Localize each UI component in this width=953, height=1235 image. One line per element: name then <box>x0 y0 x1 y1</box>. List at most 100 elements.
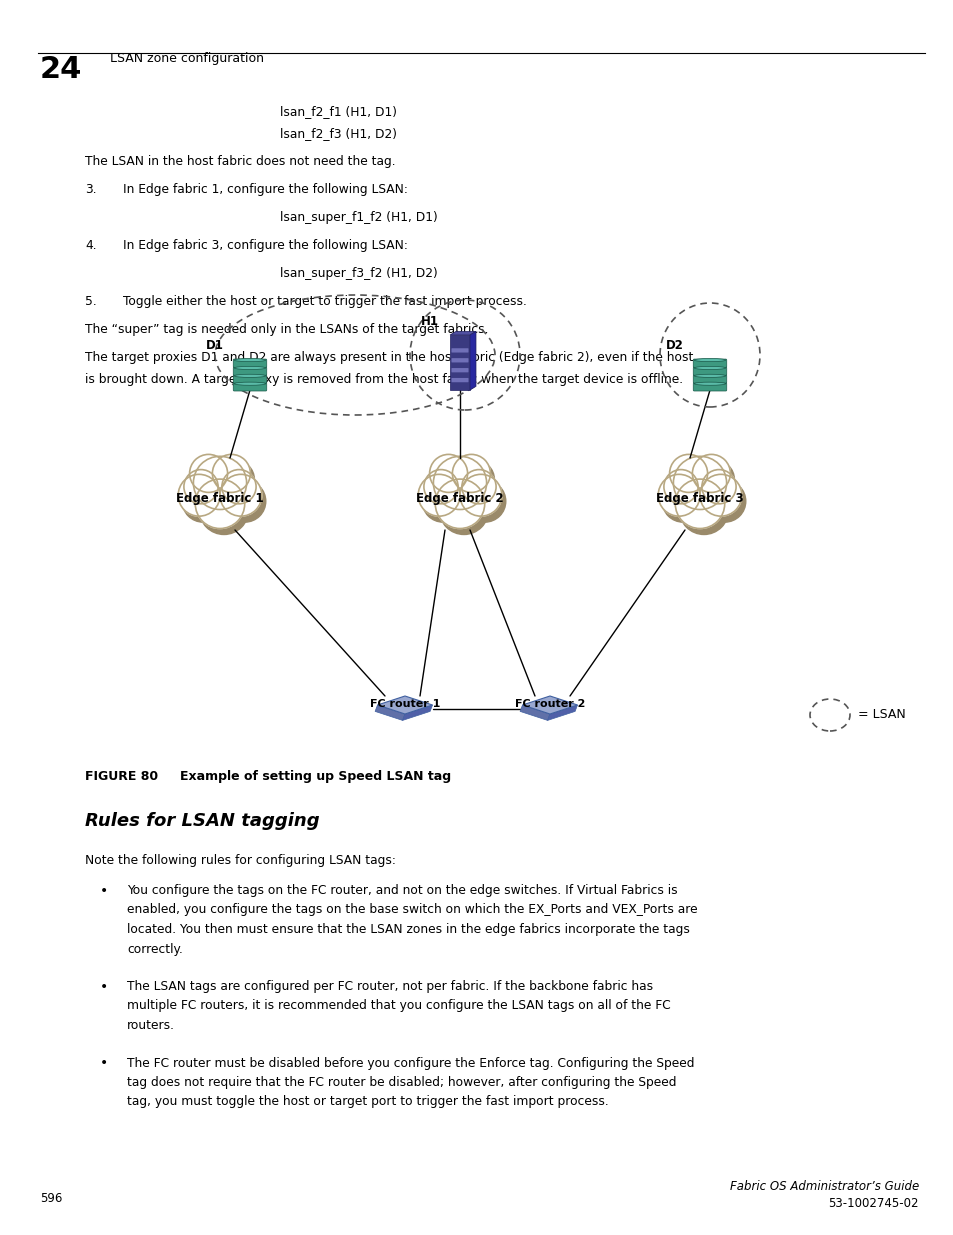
Text: H1: H1 <box>420 315 438 329</box>
Text: 53-1002745-02: 53-1002745-02 <box>827 1197 918 1210</box>
Ellipse shape <box>234 382 266 385</box>
Circle shape <box>465 475 499 510</box>
Circle shape <box>220 474 261 516</box>
Ellipse shape <box>234 374 266 378</box>
Ellipse shape <box>694 367 725 369</box>
Text: enabled, you configure the tags on the base switch on which the EX_Ports and VEX: enabled, you configure the tags on the b… <box>127 904 697 916</box>
Text: tag, you must toggle the host or target port to trigger the fast import process.: tag, you must toggle the host or target … <box>127 1095 608 1109</box>
Text: lsan_f2_f1 (H1, D1): lsan_f2_f1 (H1, D1) <box>280 105 396 119</box>
FancyBboxPatch shape <box>451 348 468 352</box>
Text: Note the following rules for configuring LSAN tags:: Note the following rules for configuring… <box>85 853 395 867</box>
Circle shape <box>696 461 734 499</box>
Ellipse shape <box>694 358 725 362</box>
Circle shape <box>195 479 244 529</box>
Circle shape <box>199 485 249 535</box>
Circle shape <box>667 475 701 510</box>
Circle shape <box>673 456 726 510</box>
Circle shape <box>700 474 741 516</box>
Text: In Edge fabric 1, configure the following LSAN:: In Edge fabric 1, configure the followin… <box>123 183 408 196</box>
Text: Edge fabric 2: Edge fabric 2 <box>416 492 503 505</box>
Circle shape <box>675 479 724 529</box>
Polygon shape <box>450 335 470 390</box>
Circle shape <box>190 454 228 493</box>
Text: In Edge fabric 3, configure the following LSAN:: In Edge fabric 3, configure the followin… <box>123 240 408 252</box>
Text: lsan_super_f3_f2 (H1, D2): lsan_super_f3_f2 (H1, D2) <box>280 267 437 280</box>
Circle shape <box>417 474 459 516</box>
Text: 3.: 3. <box>85 183 96 196</box>
Text: The LSAN tags are configured per FC router, not per fabric. If the backbone fabr: The LSAN tags are configured per FC rout… <box>127 981 653 993</box>
Circle shape <box>422 480 463 522</box>
Text: correctly.: correctly. <box>127 942 183 956</box>
Circle shape <box>188 475 222 510</box>
Circle shape <box>193 461 232 499</box>
Polygon shape <box>519 705 550 720</box>
Text: located. You then must ensure that the LSAN zones in the edge fabrics incorporat: located. You then must ensure that the L… <box>127 923 689 936</box>
Circle shape <box>436 462 490 515</box>
Circle shape <box>456 461 494 499</box>
Text: The LSAN in the host fabric does not need the tag.: The LSAN in the host fabric does not nee… <box>85 156 395 168</box>
Circle shape <box>461 469 496 504</box>
Circle shape <box>184 469 218 504</box>
Circle shape <box>463 480 505 522</box>
Text: •: • <box>100 1056 108 1071</box>
Text: D1: D1 <box>206 338 224 352</box>
FancyBboxPatch shape <box>693 359 726 367</box>
Circle shape <box>224 480 266 522</box>
Text: LSAN zone configuration: LSAN zone configuration <box>110 52 264 65</box>
Circle shape <box>459 474 501 516</box>
Text: Edge fabric 1: Edge fabric 1 <box>176 492 264 505</box>
Text: Toggle either the host or target to trigger the fast import process.: Toggle either the host or target to trig… <box>123 295 526 308</box>
Circle shape <box>661 480 703 522</box>
Polygon shape <box>377 697 432 714</box>
FancyBboxPatch shape <box>451 368 468 372</box>
Circle shape <box>213 454 250 493</box>
Ellipse shape <box>694 374 725 378</box>
Circle shape <box>428 475 461 510</box>
Polygon shape <box>522 697 577 714</box>
Circle shape <box>663 469 698 504</box>
Text: The target proxies D1 and D2 are always present in the host fabric (Edge fabric : The target proxies D1 and D2 are always … <box>85 351 693 364</box>
FancyBboxPatch shape <box>451 358 468 362</box>
Polygon shape <box>375 705 405 720</box>
Text: multiple FC routers, it is recommended that you configure the LSAN tags on all o: multiple FC routers, it is recommended t… <box>127 999 670 1013</box>
FancyBboxPatch shape <box>233 383 267 391</box>
Circle shape <box>701 469 736 504</box>
Text: The FC router must be disabled before you configure the Enforce tag. Configuring: The FC router must be disabled before yo… <box>127 1056 694 1070</box>
Ellipse shape <box>234 367 266 369</box>
Text: You configure the tags on the FC router, and not on the edge switches. If Virtua: You configure the tags on the FC router,… <box>127 884 677 897</box>
Polygon shape <box>402 705 432 720</box>
Text: = LSAN: = LSAN <box>857 709 904 721</box>
Circle shape <box>434 461 471 499</box>
Circle shape <box>673 461 711 499</box>
Text: The “super” tag is needed only in the LSANs of the target fabrics.: The “super” tag is needed only in the LS… <box>85 324 488 336</box>
Text: FC router 1: FC router 1 <box>370 699 439 709</box>
Circle shape <box>226 475 260 510</box>
Circle shape <box>679 485 728 535</box>
Text: 4.: 4. <box>85 240 96 252</box>
Ellipse shape <box>234 358 266 362</box>
Circle shape <box>182 480 224 522</box>
FancyBboxPatch shape <box>693 375 726 383</box>
Polygon shape <box>470 331 476 390</box>
Circle shape <box>435 479 484 529</box>
Text: 596: 596 <box>40 1192 62 1205</box>
Circle shape <box>452 454 490 493</box>
FancyBboxPatch shape <box>233 375 267 383</box>
Circle shape <box>703 480 745 522</box>
Circle shape <box>438 485 488 535</box>
Polygon shape <box>450 331 476 335</box>
FancyBboxPatch shape <box>233 367 267 375</box>
Ellipse shape <box>694 382 725 385</box>
Text: 24: 24 <box>40 56 82 84</box>
Text: Edge fabric 3: Edge fabric 3 <box>656 492 743 505</box>
Circle shape <box>677 462 730 515</box>
Text: Fabric OS Administrator’s Guide: Fabric OS Administrator’s Guide <box>729 1179 918 1193</box>
Text: D2: D2 <box>665 338 683 352</box>
Text: 5.: 5. <box>85 295 96 308</box>
Polygon shape <box>547 705 577 720</box>
FancyBboxPatch shape <box>233 359 267 367</box>
Circle shape <box>216 461 254 499</box>
Text: lsan_f2_f3 (H1, D2): lsan_f2_f3 (H1, D2) <box>280 127 396 140</box>
Text: •: • <box>100 981 108 994</box>
FancyBboxPatch shape <box>693 383 726 391</box>
